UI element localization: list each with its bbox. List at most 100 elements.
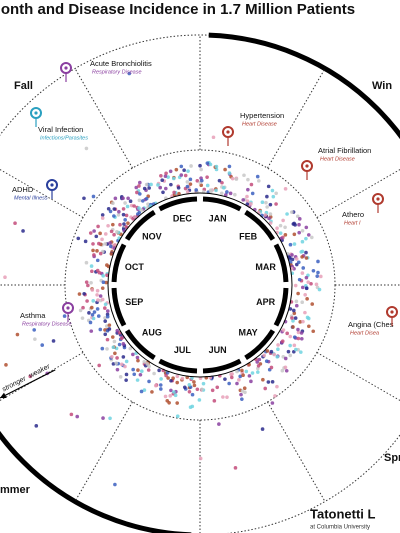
- dot: [13, 221, 17, 226]
- dot: [290, 253, 294, 257]
- divider: [267, 401, 326, 502]
- dot: [296, 336, 301, 341]
- dot: [292, 242, 297, 246]
- dot: [276, 347, 280, 351]
- dot: [135, 378, 140, 382]
- dot: [112, 207, 117, 211]
- dot: [267, 216, 271, 221]
- season-label: Spr: [384, 452, 400, 464]
- dot: [21, 229, 25, 233]
- dot: [235, 369, 239, 374]
- dot: [192, 380, 196, 384]
- dot: [311, 329, 316, 334]
- month-arc: [158, 358, 198, 374]
- disease-icon-core: [64, 66, 68, 70]
- dot: [241, 198, 246, 202]
- dot: [106, 223, 110, 228]
- month-arc: [273, 287, 289, 327]
- dot: [171, 176, 176, 181]
- dot: [171, 376, 175, 381]
- dot: [103, 242, 108, 246]
- dot: [214, 188, 218, 193]
- dot: [187, 389, 192, 394]
- dot: [197, 398, 202, 402]
- dot: [303, 310, 307, 315]
- dot: [144, 182, 149, 187]
- dot: [256, 366, 260, 371]
- dot: [283, 356, 288, 361]
- dot: [223, 193, 228, 197]
- dot: [211, 135, 216, 140]
- dot: [260, 200, 265, 205]
- dot: [75, 414, 80, 419]
- dot: [168, 169, 173, 174]
- dot: [229, 375, 234, 380]
- dot: [133, 215, 137, 219]
- dot: [100, 286, 105, 290]
- dot: [146, 368, 151, 372]
- dot: [183, 173, 188, 178]
- dot: [256, 363, 261, 368]
- dot: [233, 466, 238, 470]
- dot: [237, 378, 241, 382]
- month-arc: [202, 358, 242, 374]
- dot: [297, 217, 302, 221]
- dot: [98, 251, 103, 256]
- dot: [105, 309, 110, 313]
- dot: [77, 292, 82, 296]
- dot: [94, 234, 99, 239]
- dot: [97, 241, 101, 246]
- dot: [84, 280, 89, 284]
- dot: [106, 206, 111, 211]
- dot: [293, 316, 298, 320]
- dot: [124, 372, 129, 377]
- dot: [281, 328, 286, 332]
- dot: [174, 167, 179, 172]
- dot: [275, 355, 280, 359]
- dot: [280, 368, 285, 373]
- dot: [100, 297, 105, 302]
- dot: [263, 213, 268, 217]
- dot: [121, 342, 126, 346]
- dot: [164, 171, 168, 176]
- dot: [122, 222, 126, 226]
- dot: [268, 212, 273, 216]
- dot: [117, 209, 121, 214]
- disease-icon-core: [226, 130, 230, 134]
- dot: [168, 394, 173, 398]
- dot: [293, 223, 297, 227]
- dot: [95, 288, 100, 293]
- dot: [185, 180, 190, 184]
- dot: [228, 191, 233, 196]
- dot: [255, 360, 260, 364]
- dot: [92, 229, 96, 233]
- dot: [240, 397, 244, 401]
- dot: [245, 194, 249, 199]
- dot: [95, 258, 100, 263]
- dot: [115, 367, 120, 372]
- dot: [95, 307, 100, 311]
- dot: [89, 280, 93, 285]
- dot: [217, 422, 221, 426]
- dot: [221, 395, 225, 399]
- dot: [304, 286, 309, 291]
- dot: [177, 191, 181, 196]
- dot: [190, 392, 195, 397]
- dot: [274, 191, 278, 196]
- disease-name: Viral Infection: [38, 125, 83, 134]
- dot: [295, 214, 300, 219]
- dot: [132, 204, 136, 208]
- dot: [132, 372, 137, 377]
- dot: [264, 359, 269, 363]
- dot: [199, 183, 204, 188]
- dot: [91, 316, 96, 321]
- dot: [185, 190, 190, 194]
- dot: [144, 196, 149, 201]
- dot: [262, 353, 266, 358]
- month-label: NOV: [142, 231, 162, 241]
- dot: [86, 283, 90, 288]
- dot: [301, 266, 306, 270]
- dot: [138, 192, 142, 196]
- dot: [97, 363, 101, 368]
